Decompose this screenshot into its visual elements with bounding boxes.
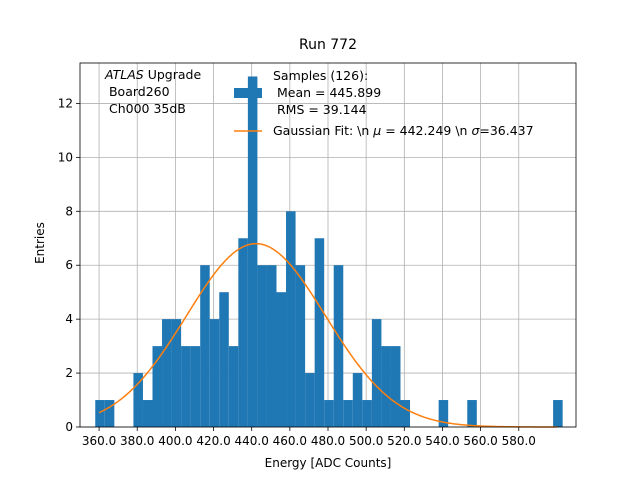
x-tick-label-7: 500.0: [349, 434, 383, 448]
y-tick-label-5: 10: [58, 150, 73, 164]
histogram-bar-13: [238, 238, 248, 427]
histogram-bar-5: [162, 319, 172, 427]
legend-fit-prefix: Gaussian Fit: \n: [273, 123, 373, 138]
histogram-bar-8: [190, 346, 201, 427]
legend-fit-suffix: =36.437: [479, 123, 533, 138]
y-tick-label-6: 12: [58, 96, 73, 110]
x-tick-label-9: 540.0: [425, 434, 459, 448]
x-axis-title: Energy [ADC Counts]: [265, 456, 392, 470]
histogram-bar-19: [295, 265, 306, 427]
histogram-bar-4: [152, 346, 163, 427]
legend-fit-label: Gaussian Fit: \n μ = 442.249 \n σ=36.437: [273, 123, 534, 138]
y-tick-label-1: 2: [65, 366, 73, 380]
legend-fit-mu: μ: [372, 123, 381, 138]
histogram-bar-22: [324, 400, 334, 427]
annotation-atlas: ATLAS: [104, 67, 144, 82]
x-tick-label-11: 580.0: [502, 434, 536, 448]
annotation-line-1: ATLAS Upgrade: [104, 67, 201, 82]
gaussian-fit: [98, 242, 557, 428]
annotation-line-2: Board260: [105, 84, 170, 99]
histogram-bar-12: [228, 346, 239, 427]
histogram-bar-17: [276, 292, 287, 427]
histogram-bar-26: [362, 400, 372, 427]
histogram-bar-23: [333, 265, 344, 427]
x-tick-label-8: 520.0: [387, 434, 421, 448]
histogram-bar-21: [314, 238, 325, 427]
y-tick-label-3: 6: [65, 258, 73, 272]
legend-fit-sigma: σ: [471, 123, 480, 138]
histogram-bar-16: [266, 265, 277, 427]
histogram-bars: [95, 76, 563, 428]
annotation-line-3: Ch000 35dB: [105, 101, 186, 116]
histogram-bar-9: [200, 265, 210, 427]
x-axis-ticks: 360.0 380.0 400.0 420.0 440.0 460.0 480.0 500.0…: [82, 427, 536, 448]
histogram-bar-7: [181, 346, 191, 427]
histogram-bar-28: [381, 346, 391, 427]
legend-samples-rms: RMS = 39.144: [273, 102, 367, 117]
histogram-bar-2: [133, 373, 143, 427]
x-tick-label-1: 380.0: [120, 434, 154, 448]
histogram-bar-14: [247, 76, 258, 428]
x-tick-label-2: 400.0: [158, 434, 192, 448]
histogram-bar-0: [95, 400, 105, 427]
x-tick-label-5: 460.0: [273, 434, 307, 448]
legend-samples-mean: Mean = 445.899: [273, 85, 381, 100]
atlas-annotation: ATLAS Upgrade Board260 Ch000 35dB: [104, 67, 201, 116]
x-tick-label-10: 560.0: [463, 434, 497, 448]
legend-fit-mid: = 442.249 \n: [381, 123, 471, 138]
histogram-bar-20: [305, 373, 315, 427]
gaussian-fit-curve: [98, 242, 557, 428]
legend: Samples (126): Mean = 445.899 RMS = 39.1…: [234, 68, 534, 138]
y-axis-title: Entries: [33, 222, 47, 264]
histogram-bar-24: [343, 400, 353, 427]
y-tick-label-0: 0: [65, 420, 73, 434]
histogram-bar-33: [553, 400, 563, 427]
histogram-bar-27: [371, 319, 382, 427]
x-tick-label-4: 440.0: [235, 434, 269, 448]
histogram-bar-6: [171, 319, 182, 427]
y-tick-label-2: 4: [65, 312, 73, 326]
histogram-bar-3: [142, 400, 153, 427]
histogram-bar-10: [209, 319, 220, 427]
x-tick-label-6: 480.0: [311, 434, 345, 448]
x-tick-label-3: 420.0: [196, 434, 230, 448]
histogram-bar-31: [438, 400, 449, 427]
annotation-upgrade: Upgrade: [144, 67, 202, 82]
histogram-bar-1: [104, 400, 115, 427]
histogram-bar-30: [400, 400, 411, 427]
histogram-bar-29: [390, 346, 401, 427]
histogram-bar-18: [286, 211, 296, 427]
chart-title: Run 772: [299, 37, 357, 53]
legend-samples-swatch: [234, 88, 262, 98]
legend-samples-title: Samples (126):: [273, 68, 368, 83]
y-tick-label-4: 8: [65, 204, 73, 218]
x-tick-label-0: 360.0: [82, 434, 116, 448]
histogram-bar-32: [467, 400, 477, 427]
histogram-bar-11: [219, 292, 229, 427]
y-axis-ticks: 0 2 4 6 8 10 12: [58, 96, 80, 434]
histogram-bar-15: [257, 265, 267, 427]
histogram-bar-25: [352, 373, 363, 427]
